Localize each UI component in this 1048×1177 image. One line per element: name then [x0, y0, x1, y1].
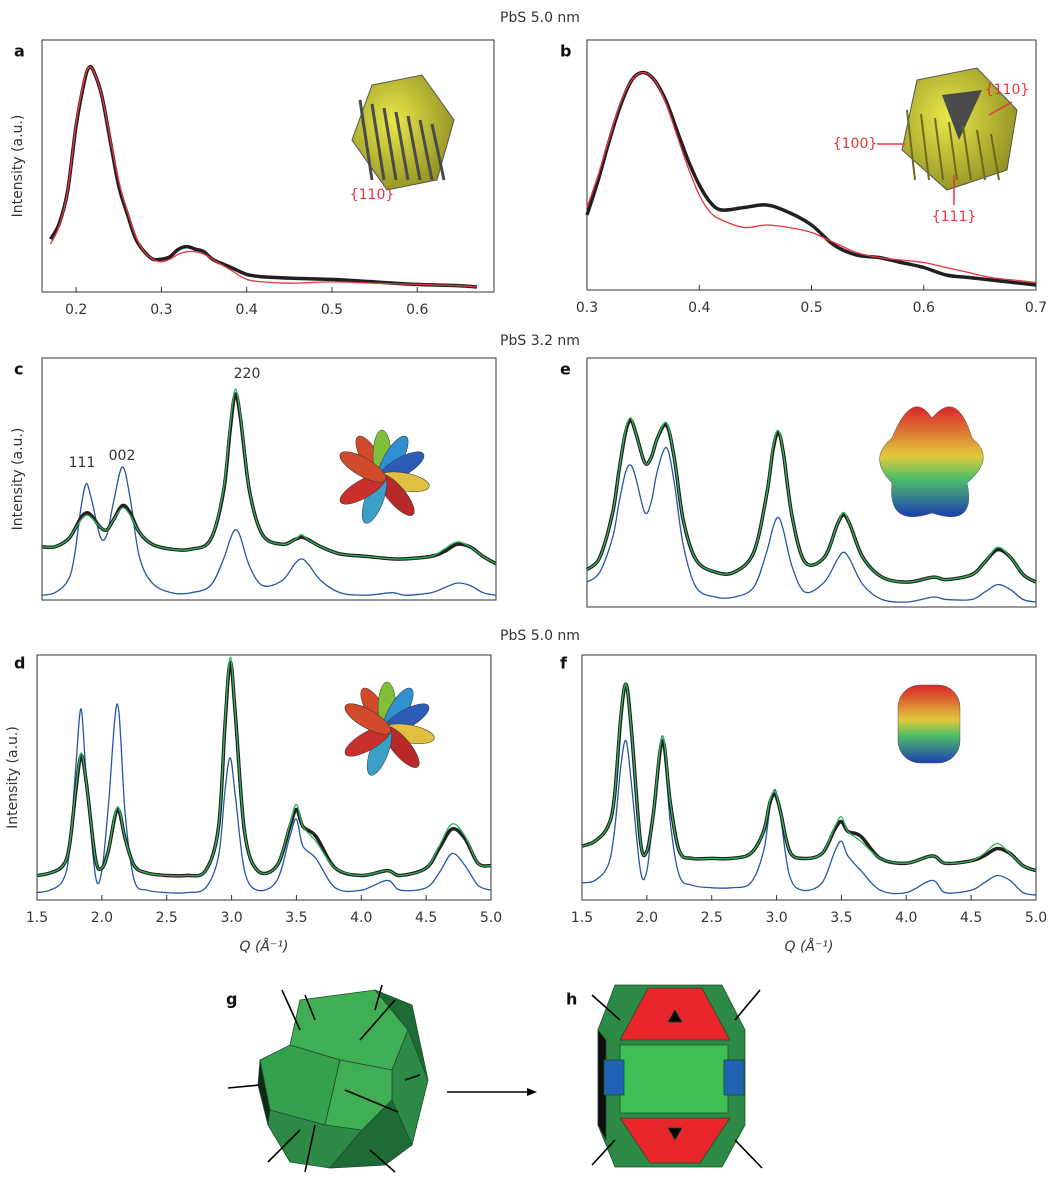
x-tick-label: 3.0	[765, 910, 787, 926]
inset-stripe	[406, 115, 422, 181]
chart: d Intensity (a.u.) Q (Å⁻¹) 1.5 2.0 2.5 3.0 3.5 4…	[5, 654, 502, 956]
panel-label: c	[14, 360, 23, 379]
inset-stripe	[920, 113, 930, 181]
diagram-h	[597, 984, 746, 1168]
inset-stripe	[934, 117, 944, 181]
x-tick-label: 2.5	[156, 910, 178, 926]
plot-frame	[586, 357, 1037, 608]
annotation: {110}	[985, 82, 1030, 98]
annotation: {110}	[350, 187, 395, 203]
diagram-h-arrows	[591, 989, 763, 1169]
x-tick-label: 4.5	[415, 910, 437, 926]
inset-stripe	[418, 119, 434, 181]
diagram-g	[257, 989, 429, 1169]
inset-stripe	[394, 111, 410, 181]
series-line	[581, 683, 1037, 872]
x-axis-label: Q (Å⁻¹)	[240, 938, 289, 955]
heading: PbS 3.2 nm	[500, 333, 580, 349]
series-line	[41, 392, 497, 566]
plot-frame	[41, 357, 497, 601]
inset-facet	[942, 90, 982, 140]
panel-label: f	[560, 654, 568, 673]
heading: PbS 5.0 nm	[500, 628, 580, 644]
y-axis-label: Intensity (a.u.)	[10, 115, 26, 218]
x-tick-label: 0.6	[913, 300, 935, 316]
series-line	[586, 417, 1037, 583]
panel-label: d	[14, 654, 25, 673]
inset-stripe	[370, 103, 386, 181]
x-tick-label: 0.4	[236, 302, 258, 318]
series-line	[586, 71, 1037, 284]
series-line	[581, 735, 1037, 896]
x-tick-label: 1.5	[26, 910, 48, 926]
arrow-head	[527, 1088, 537, 1096]
y-axis-label: Intensity (a.u.)	[10, 428, 26, 531]
panel-label: a	[14, 42, 25, 61]
annotation: {100}	[833, 136, 878, 152]
diagram-g-arrows	[227, 984, 421, 1173]
series-line	[581, 682, 1037, 873]
inset-stripe	[358, 99, 374, 181]
inset-stripe	[430, 123, 446, 181]
panel-label: g	[226, 990, 237, 1009]
chart: b 0.3 0.4 0.5 0.6 0.7 {110} {100} {111}	[560, 39, 1047, 316]
plot-frame	[41, 39, 495, 293]
x-tick-label: 0.6	[406, 302, 428, 318]
x-axis-label: Q (Å⁻¹)	[785, 938, 834, 955]
x-tick-label: 4.0	[350, 910, 372, 926]
x-tick-label: 0.5	[800, 300, 822, 316]
x-tick-label: 0.4	[688, 300, 710, 316]
annotation: 002	[109, 448, 136, 464]
inset-stripe	[990, 133, 1000, 181]
x-tick-label: 1.5	[571, 910, 593, 926]
x-tick-label: 3.5	[285, 910, 307, 926]
panel-label: e	[560, 360, 571, 379]
x-tick-label: 0.3	[150, 302, 172, 318]
series-line	[41, 466, 497, 596]
annotation: 220	[234, 366, 261, 382]
x-tick-label: 0.3	[576, 300, 598, 316]
x-tick-label: 0.7	[1025, 300, 1047, 316]
series-line	[586, 446, 1037, 603]
leader	[988, 101, 1013, 116]
series-line	[41, 388, 497, 565]
inset-lobe	[339, 451, 387, 483]
panel-label: b	[560, 42, 571, 61]
inset-surface	[897, 684, 961, 764]
x-tick-label: 3.0	[220, 910, 242, 926]
x-tick-label: 2.5	[701, 910, 723, 926]
inset-lobe	[344, 703, 392, 735]
chart: e	[560, 357, 1037, 608]
annotation: 111	[69, 455, 96, 471]
inset-surface	[879, 406, 984, 517]
x-tick-label: 2.0	[636, 910, 658, 926]
x-tick-label: 5.0	[480, 910, 502, 926]
series-line	[36, 656, 492, 877]
inset-stripe	[962, 125, 972, 181]
chart: c Intensity (a.u.) 111 002 220	[10, 357, 497, 601]
chart: f Q (Å⁻¹) 1.5 2.0 2.5 3.0 3.5 4.0 4.5 5.0	[560, 654, 1047, 956]
heading: PbS 5.0 nm	[500, 10, 580, 26]
x-tick-label: 3.5	[830, 910, 852, 926]
chart: a Intensity (a.u.) 0.2 0.3 0.4 0.5 0.6 {110}	[10, 39, 495, 318]
y-axis-label: Intensity (a.u.)	[5, 726, 21, 829]
inset-stripe	[382, 107, 398, 181]
plot-frame	[36, 654, 492, 901]
x-tick-label: 2.0	[91, 910, 113, 926]
inset-crystal	[351, 74, 455, 191]
plot-frame	[581, 654, 1037, 901]
inset-stripe	[948, 121, 958, 181]
inset-stripe	[906, 109, 916, 181]
x-tick-label: 0.5	[321, 302, 343, 318]
x-tick-label: 4.5	[960, 910, 982, 926]
x-tick-label: 5.0	[1025, 910, 1047, 926]
x-tick-label: 4.0	[895, 910, 917, 926]
panel-label: h	[566, 990, 577, 1009]
inset-stripe	[976, 129, 986, 181]
annotation: {111}	[932, 209, 977, 225]
series-line	[49, 66, 477, 288]
x-tick-label: 0.2	[65, 302, 87, 318]
